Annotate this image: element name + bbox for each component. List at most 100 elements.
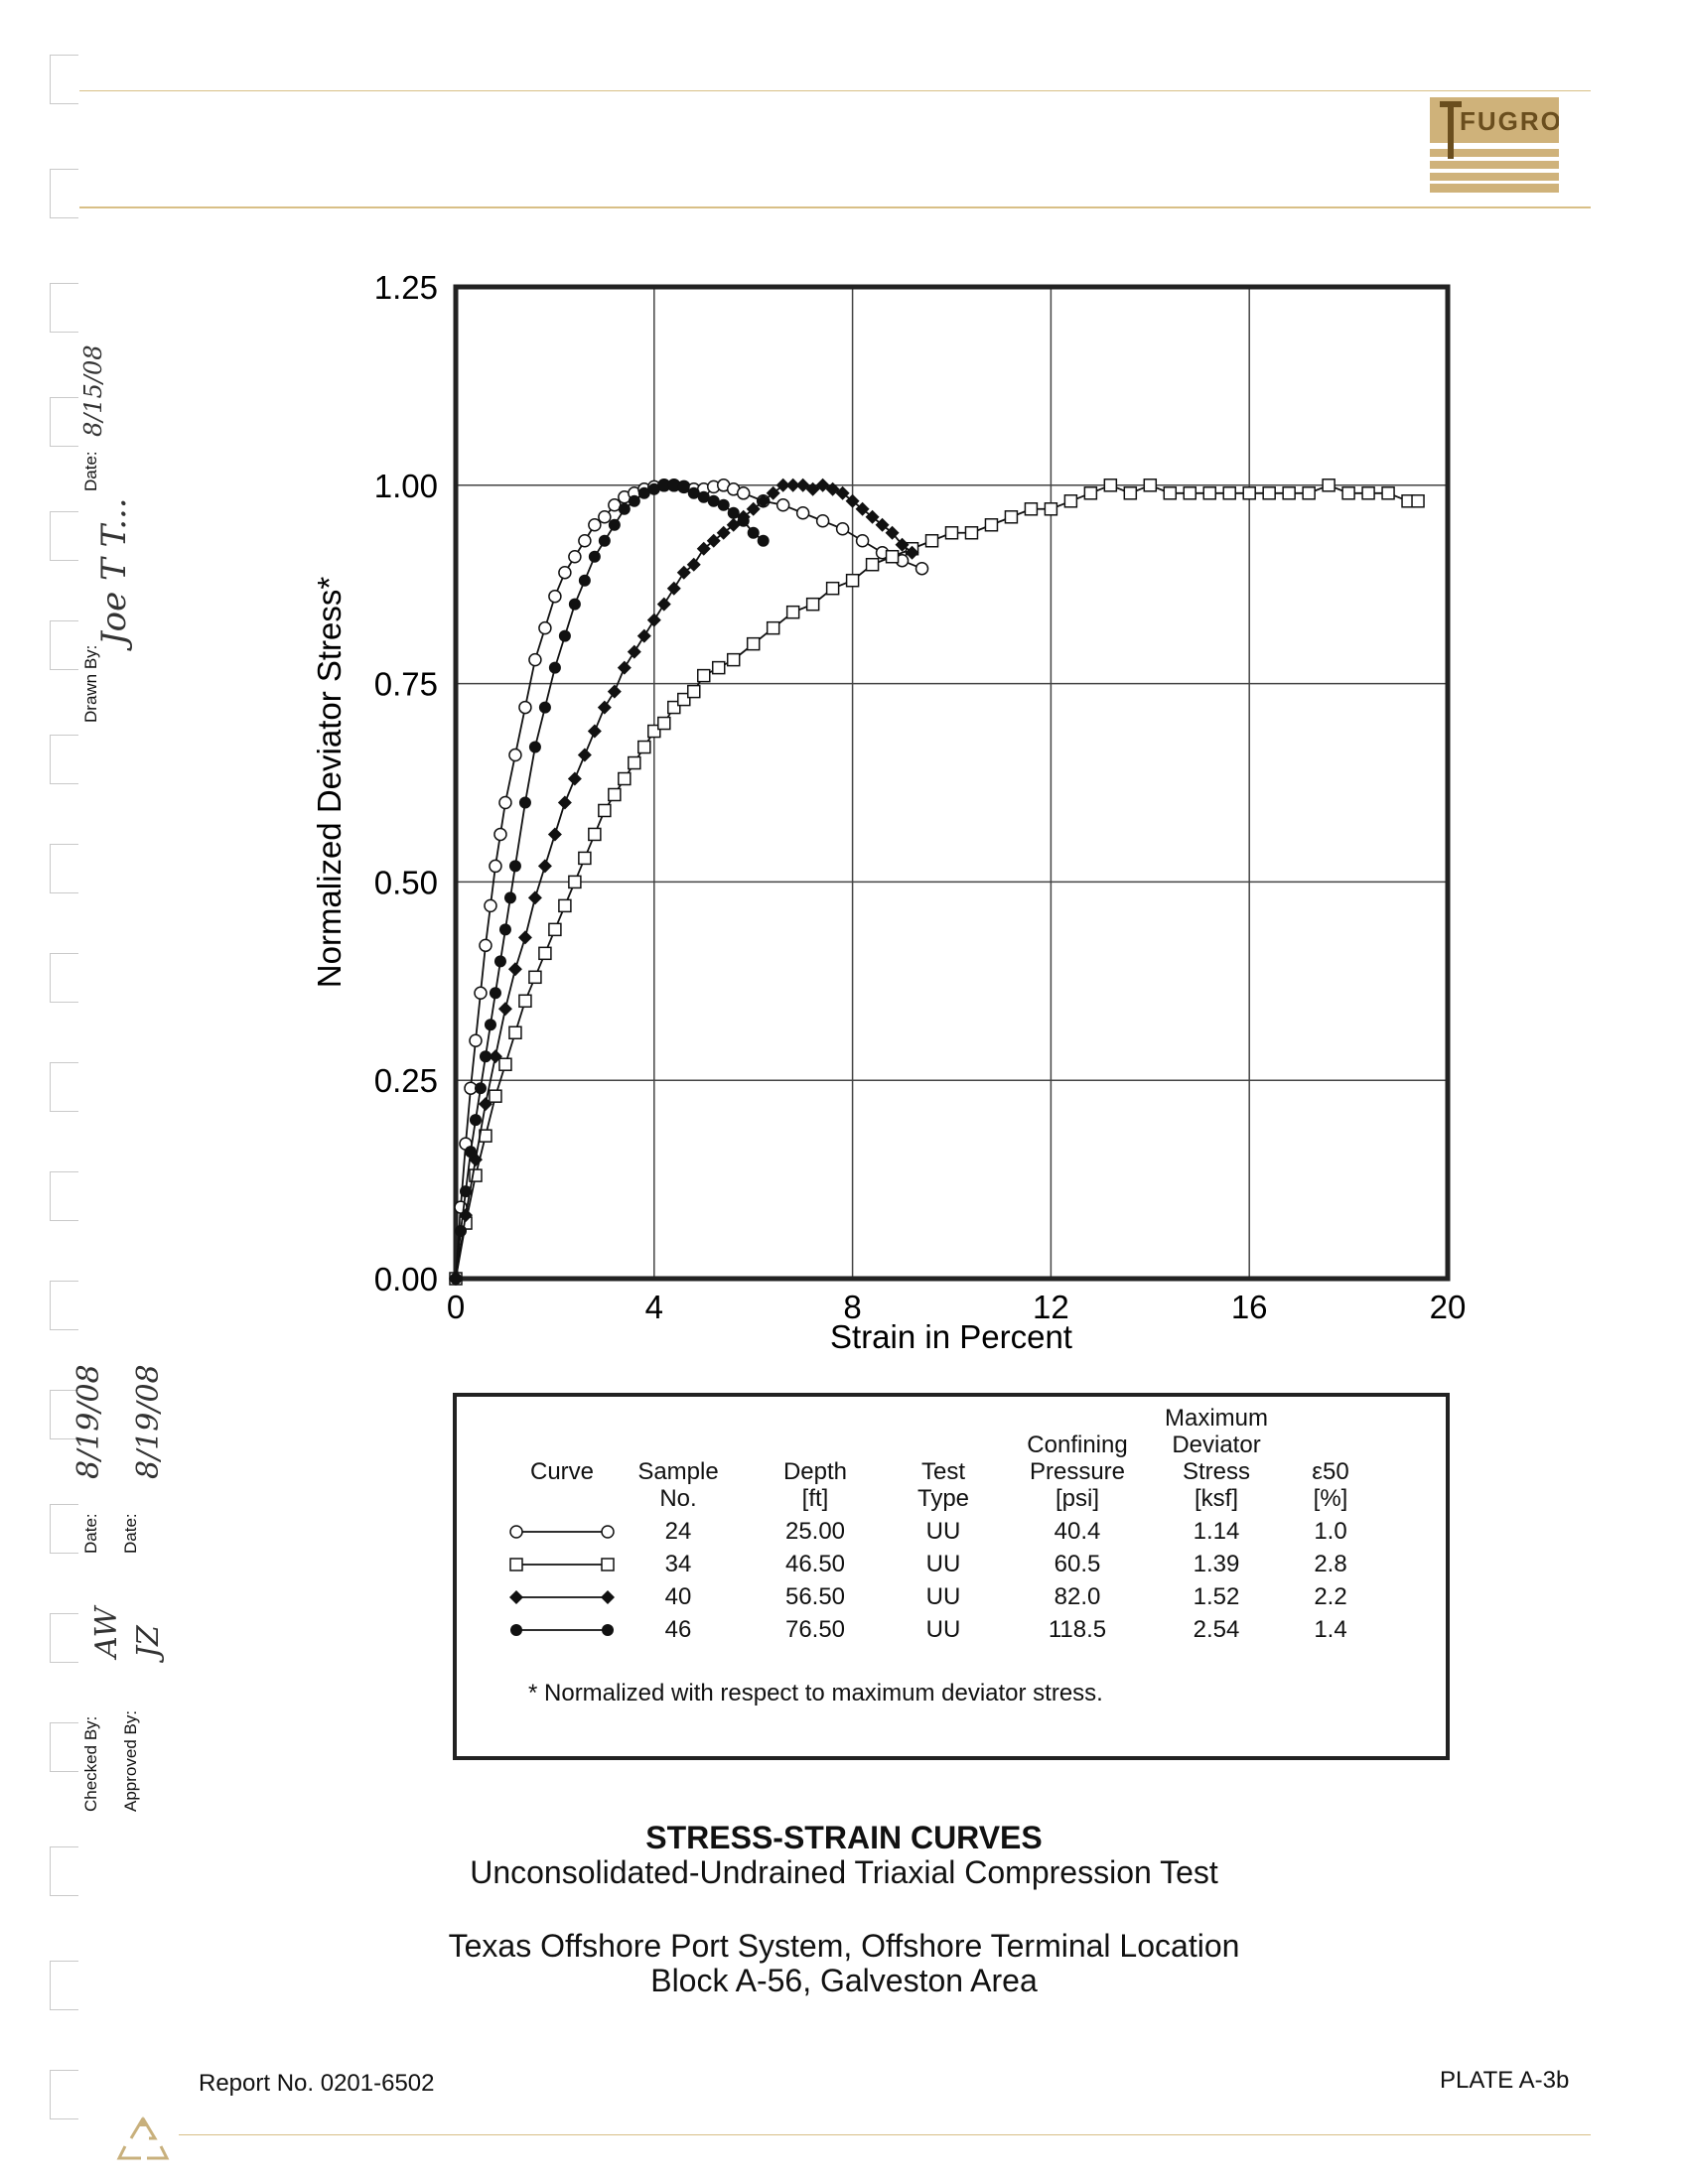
data-point-filled-diamond [627, 644, 641, 659]
data-point-open-circle [588, 518, 602, 532]
data-point-filled-circle [707, 494, 720, 507]
data-point-open-square [608, 787, 622, 802]
data-point-filled-diamond [875, 517, 890, 532]
approved-by-initials: JZ [131, 1625, 166, 1658]
data-point-open-circle [601, 1525, 615, 1539]
data-point-open-square [1183, 486, 1197, 500]
cell-test: UU [925, 1583, 961, 1610]
data-point-filled-diamond [597, 700, 612, 715]
data-point-open-square [1302, 486, 1316, 500]
data-point-open-square [1242, 486, 1256, 500]
data-point-filled-circle [508, 860, 521, 873]
cell-depth: 25.00 [784, 1518, 846, 1545]
drawn-date-label: Date: [81, 451, 100, 491]
data-point-filled-circle [479, 1050, 492, 1063]
data-point-filled-diamond [646, 613, 661, 627]
header-test: Test Type [916, 1458, 970, 1512]
data-point-filled-circle [618, 502, 631, 515]
company-logo: FUGRO [1430, 97, 1559, 193]
data-point-open-square [785, 605, 800, 619]
cell-confining: 40.4 [1054, 1518, 1101, 1545]
cell-maxdev: 1.39 [1193, 1551, 1240, 1577]
data-point-filled-circle [737, 514, 750, 527]
data-point-open-square [489, 1089, 502, 1103]
cell-e50: 2.8 [1314, 1551, 1347, 1577]
title-sub: Unconsolidated-Undrained Triaxial Compre… [470, 1854, 1218, 1890]
data-point-filled-diamond [766, 485, 780, 500]
data-point-filled-circle [459, 1185, 472, 1198]
cell-test: UU [925, 1616, 961, 1643]
title-main: STRESS-STRAIN CURVES [645, 1820, 1043, 1855]
data-point-filled-diamond [587, 724, 602, 739]
data-point-open-square [637, 740, 651, 754]
y-tick-label: 0.75 [374, 666, 438, 703]
data-point-open-square [805, 597, 820, 612]
data-point-open-circle [528, 652, 542, 667]
curve-legend-swatch [509, 1525, 615, 1539]
sample-table: Curve Sample No. Depth [ft] Test Type Co… [453, 1393, 1450, 1760]
data-point-open-square [1262, 486, 1276, 500]
logo-text: FUGRO [1460, 106, 1559, 136]
data-point-open-square [647, 724, 661, 739]
data-point-filled-circle [538, 701, 551, 714]
data-point-open-square [657, 716, 671, 731]
checked-by-label: Checked By: [81, 1715, 100, 1812]
data-point-open-circle [484, 898, 497, 913]
data-point-open-square [697, 668, 711, 683]
data-point-filled-diamond [706, 533, 721, 548]
stress-strain-chart: 0 4 8 12 16 20 0.00 0.25 0.50 0.75 1.00 1.25 Strain… [311, 269, 1466, 1355]
data-point-filled-circle [657, 478, 670, 491]
drawn-date-handwriting: 8/15/08 [79, 344, 107, 437]
data-point-filled-diamond [845, 493, 860, 508]
header-e50: ε50 [%] [1312, 1458, 1349, 1512]
data-point-filled-circle [602, 1624, 614, 1636]
x-tick-label: 12 [1033, 1289, 1069, 1325]
data-point-open-circle [835, 522, 850, 536]
data-point-filled-circle [489, 987, 501, 1000]
cell-test: UU [925, 1518, 961, 1545]
data-point-open-circle [568, 549, 582, 564]
x-axis-label: Strain in Percent [830, 1318, 1072, 1355]
cell-test: UU [925, 1551, 961, 1577]
title-location: Block A-56, Galveston Area [650, 1963, 1038, 1998]
data-point-filled-diamond [666, 581, 681, 596]
data-point-filled-diamond [557, 795, 572, 810]
data-point-filled-diamond [835, 485, 850, 500]
cell-maxdev: 1.52 [1193, 1583, 1240, 1610]
data-point-filled-circle [647, 482, 660, 495]
data-point-filled-circle [687, 486, 700, 499]
data-point-open-square [601, 1558, 615, 1571]
data-point-open-square [1004, 510, 1019, 524]
data-point-filled-diamond [567, 771, 582, 786]
cell-confining: 118.5 [1048, 1616, 1107, 1643]
data-point-open-square [687, 684, 701, 699]
data-point-filled-diamond [636, 628, 651, 643]
data-point-open-square [1411, 494, 1425, 508]
data-point-open-square [1123, 486, 1138, 500]
data-point-open-circle [508, 748, 522, 762]
x-tick-label: 16 [1231, 1289, 1268, 1325]
header-confining: Confining Pressure [psi] [1027, 1432, 1128, 1512]
data-point-open-square [538, 946, 552, 961]
data-point-open-square [924, 533, 939, 548]
data-point-open-circle [474, 986, 488, 1001]
data-point-filled-circle [484, 1019, 496, 1031]
data-point-filled-circle [548, 661, 561, 674]
data-point-open-square [984, 518, 999, 532]
data-point-open-circle [815, 514, 830, 528]
header-rule-top [79, 90, 1591, 91]
data-point-filled-diamond [905, 545, 919, 560]
data-point-filled-circle [568, 598, 581, 611]
data-point-filled-circle [474, 1082, 487, 1095]
data-point-filled-circle [558, 629, 571, 642]
data-point-filled-diamond [885, 525, 900, 540]
data-point-open-square [964, 526, 979, 540]
title-project: Texas Offshore Port System, Offshore Ter… [448, 1928, 1240, 1964]
data-point-open-circle [795, 506, 810, 520]
data-point-open-circle [775, 498, 790, 512]
approved-date-handwriting: 8/19/08 [131, 1364, 166, 1479]
data-point-open-square [1381, 486, 1395, 500]
data-point-open-square [766, 620, 780, 635]
data-point-open-square [677, 692, 691, 707]
data-point-open-square [1024, 502, 1039, 516]
